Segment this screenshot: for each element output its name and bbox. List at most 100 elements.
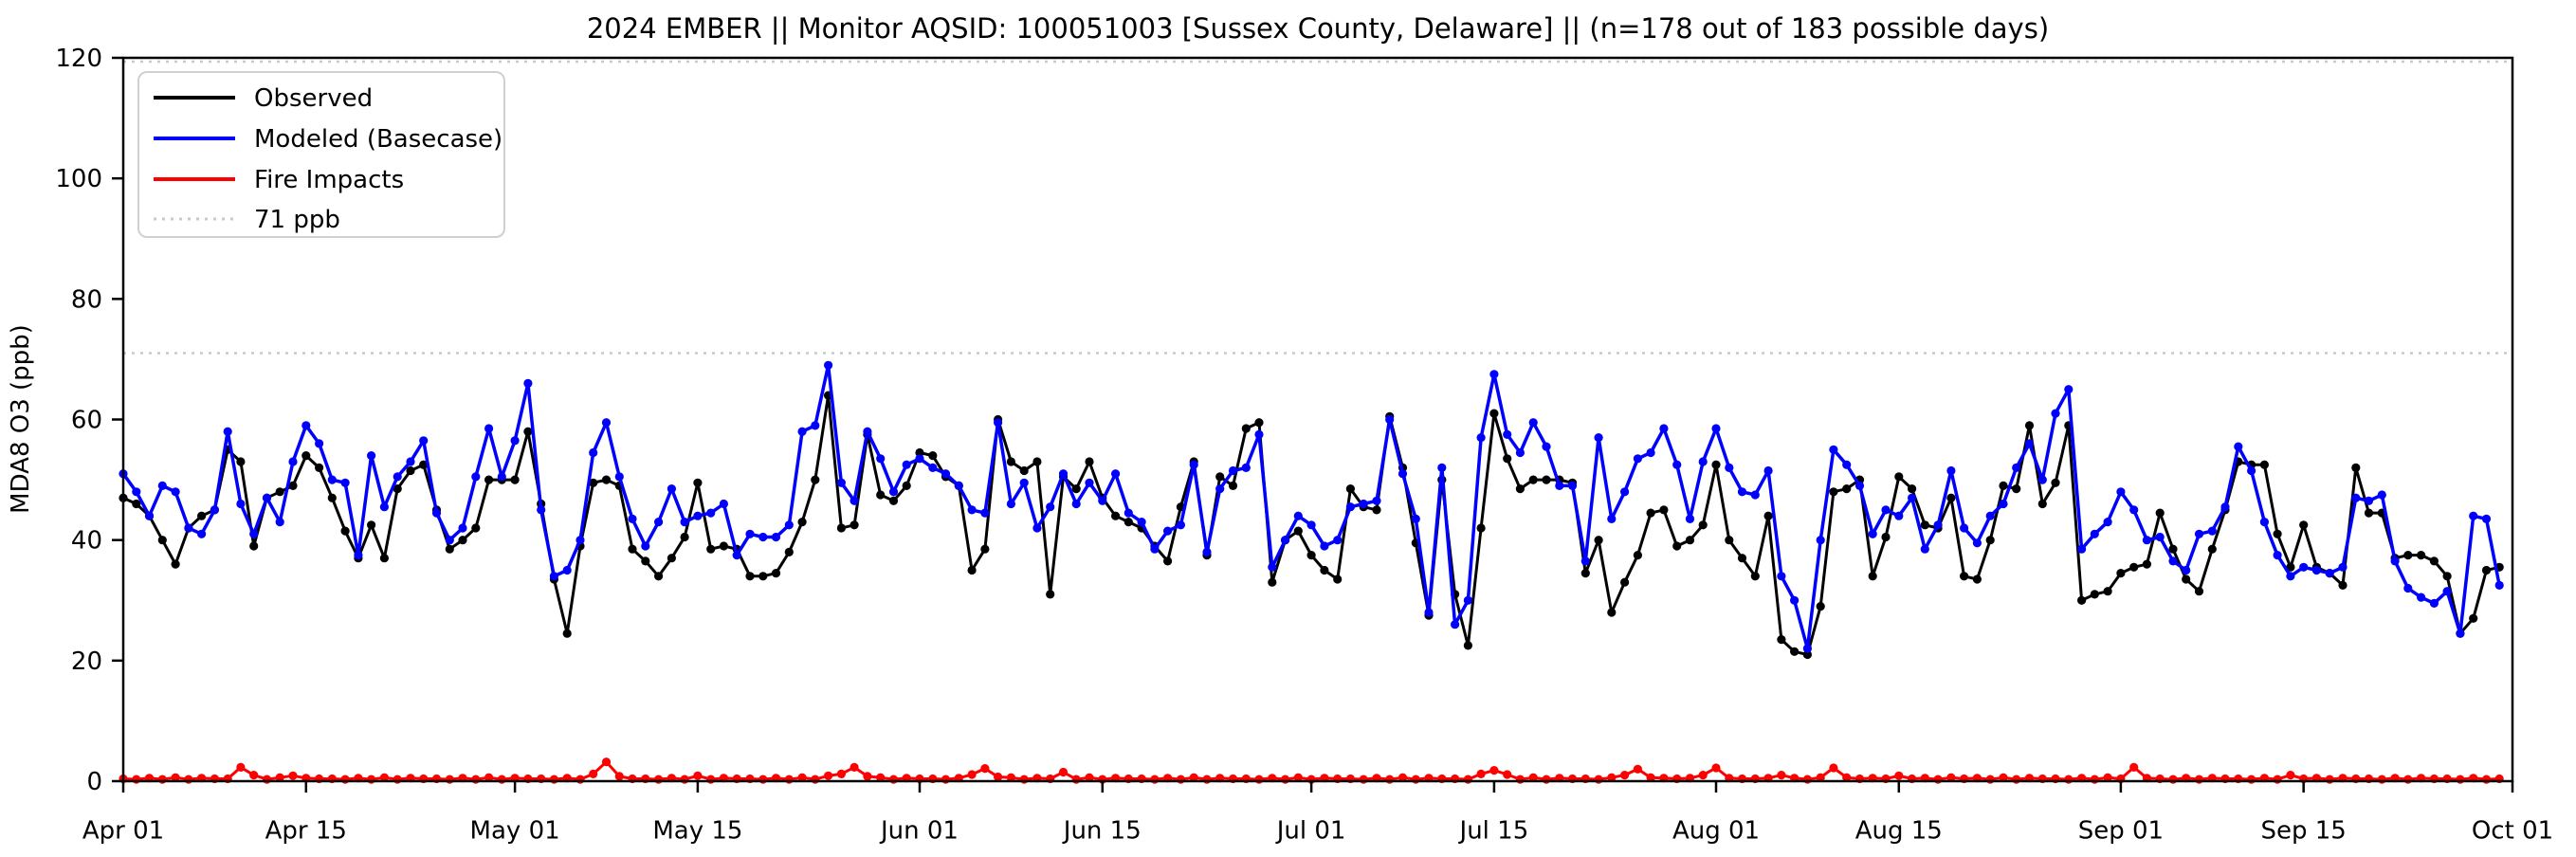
data-point [680, 532, 689, 542]
data-point [811, 775, 820, 784]
data-point [562, 565, 572, 575]
legend-item-71ppb: 71 ppb [154, 206, 340, 234]
data-point [863, 427, 872, 436]
data-point [1567, 481, 1578, 490]
data-point [1946, 493, 1956, 502]
data-point [1411, 514, 1420, 524]
data-point [1920, 520, 1929, 530]
data-point [954, 481, 963, 490]
data-point [1842, 773, 1852, 782]
data-point [758, 775, 768, 784]
data-point [654, 572, 664, 581]
series-modeled [119, 360, 2504, 653]
data-point [980, 544, 990, 554]
data-point [157, 481, 167, 490]
data-point [1737, 554, 1747, 563]
data-point [876, 454, 886, 464]
data-point [1816, 773, 1825, 782]
data-point [1202, 775, 1212, 784]
x-tick-label: Sep 15 [2260, 816, 2346, 845]
data-point [315, 463, 324, 472]
data-point [2207, 544, 2217, 554]
data-point [379, 554, 389, 563]
data-point [614, 472, 624, 482]
data-point [915, 447, 924, 458]
data-point [928, 463, 938, 472]
data-point [1737, 487, 1747, 497]
data-point [1646, 773, 1655, 782]
data-point [1528, 475, 1538, 484]
data-point [1985, 511, 1995, 520]
data-point [980, 508, 990, 518]
data-point [1816, 602, 1825, 611]
data-point [249, 529, 259, 538]
data-point [445, 775, 454, 784]
data-point [1685, 514, 1695, 524]
data-point [654, 518, 664, 527]
data-point [941, 775, 951, 784]
data-point [1058, 767, 1069, 777]
data-point [327, 493, 337, 502]
data-point [419, 436, 429, 446]
data-point [2168, 775, 2178, 784]
x-tick-label: Apr 15 [265, 816, 347, 845]
data-point [1398, 469, 1408, 479]
data-point [1163, 526, 1173, 536]
data-point [1698, 771, 1708, 780]
data-point [2364, 508, 2374, 518]
data-point [2390, 556, 2400, 566]
data-point [2377, 490, 2386, 500]
data-point [1594, 536, 1603, 545]
data-point [1111, 511, 1121, 520]
y-tick-label: 20 [71, 647, 102, 676]
data-point [1725, 536, 1734, 545]
data-point [589, 769, 598, 779]
data-point [1607, 514, 1617, 524]
data-point [1006, 499, 1015, 509]
data-point [1528, 418, 1538, 428]
data-point [1711, 763, 1721, 773]
data-point [850, 762, 859, 773]
data-point [367, 451, 376, 461]
data-point [1293, 511, 1303, 520]
data-point [549, 775, 559, 784]
data-point [406, 465, 415, 476]
data-point [406, 457, 415, 466]
data-point [2116, 569, 2126, 578]
data-point [2442, 587, 2452, 596]
data-point [419, 460, 429, 469]
data-point [2403, 775, 2413, 784]
data-point [1124, 508, 1133, 518]
data-point [1463, 641, 1472, 650]
data-point [354, 551, 363, 560]
data-point [1006, 457, 1015, 466]
data-point [1320, 541, 1329, 551]
data-point [1281, 775, 1290, 784]
data-point [1189, 460, 1198, 469]
data-point [2481, 565, 2492, 575]
data-point [836, 769, 847, 779]
data-point [2364, 496, 2374, 505]
data-point [1150, 775, 1160, 784]
data-point [2338, 580, 2348, 591]
data-point [1620, 771, 1630, 780]
data-point [171, 487, 180, 497]
data-point [1163, 556, 1173, 566]
data-point [1254, 429, 1264, 439]
data-point [575, 536, 585, 545]
data-point [2417, 593, 2426, 602]
data-point [1085, 457, 1094, 466]
data-point [2234, 442, 2243, 451]
data-point [1620, 487, 1630, 497]
data-point [850, 520, 859, 530]
data-point [471, 775, 481, 784]
x-tick-label: Aug 01 [1672, 816, 1760, 845]
data-point [1202, 547, 1212, 557]
data-point [197, 529, 207, 538]
data-point [2129, 562, 2139, 572]
data-point [589, 447, 598, 458]
data-point [784, 520, 794, 530]
legend-label-fire-impacts: Fire Impacts [254, 166, 404, 194]
data-point [2481, 514, 2492, 524]
data-point [1306, 520, 1316, 530]
